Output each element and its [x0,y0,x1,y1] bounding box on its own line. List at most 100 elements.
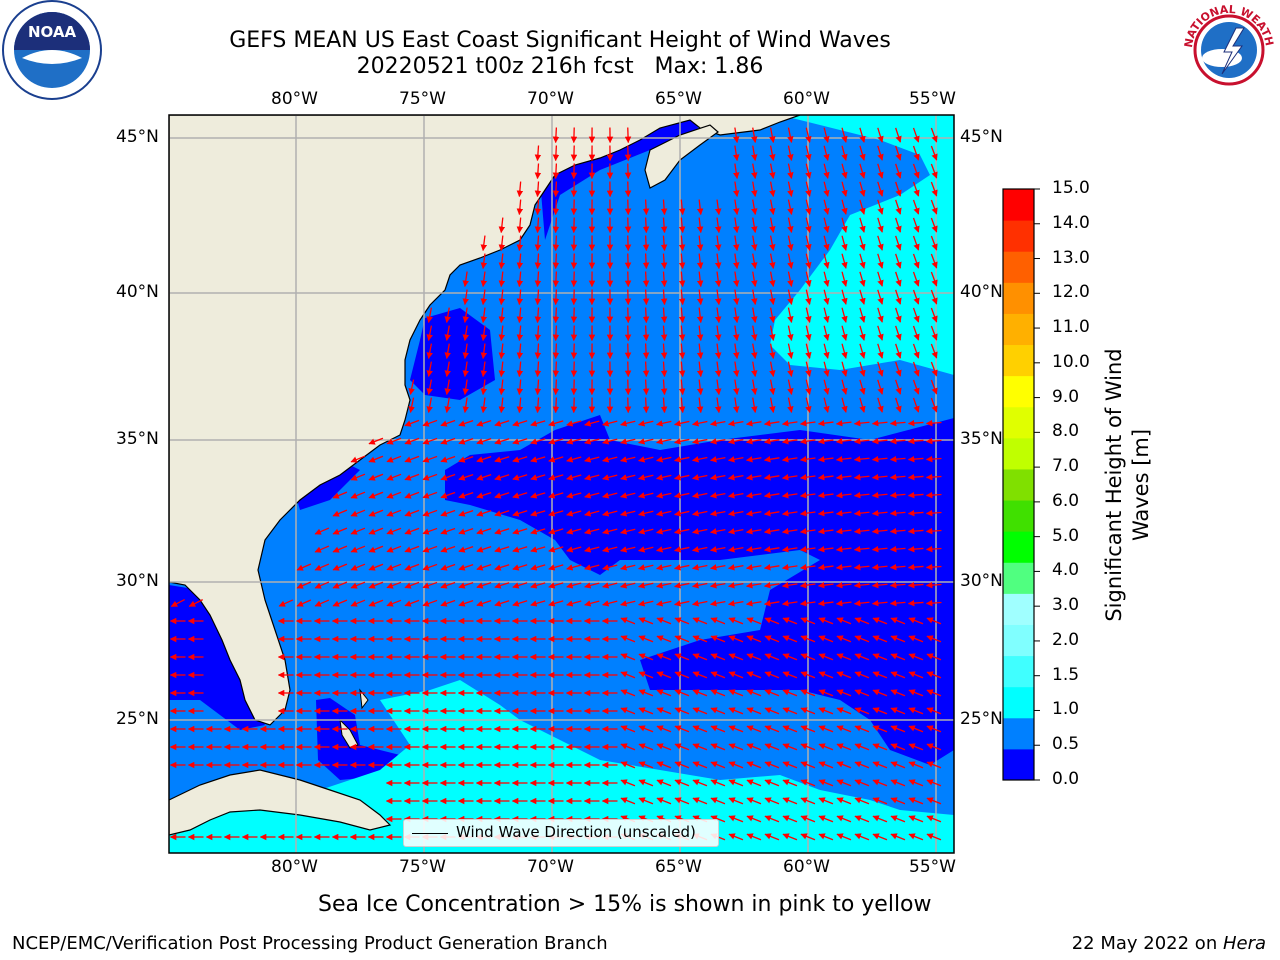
wave-direction-arrow [859,289,866,305]
wave-direction-arrow [170,598,185,608]
wave-direction-arrow [727,456,744,463]
wave-direction-arrow [709,528,726,535]
colorbar-segment [1003,593,1034,625]
wave-direction-arrow [890,707,906,715]
wave-direction-arrow [782,743,798,751]
wave-direction-arrow [696,379,704,396]
wave-direction-arrow [854,815,870,823]
wave-direction-arrow [534,199,542,216]
colorbar-tick-label: 2.0 [1052,629,1080,650]
wave-direction-arrow [709,600,726,607]
wave-direction-arrow [696,325,704,342]
wave-direction-arrow [781,474,798,481]
wave-direction-arrow [787,343,794,359]
wave-direction-arrow [823,145,830,161]
wave-direction-arrow [930,289,938,305]
wave-direction-arrow [314,581,330,589]
wave-direction-arrow [782,671,798,679]
lat-label-right-25n: 25°N [960,709,1003,729]
wave-direction-arrow [727,600,744,607]
colorbar-tick-label: 13.0 [1052,247,1090,268]
wave-direction-arrow [890,743,906,751]
wave-direction-arrow [787,217,794,233]
wave-direction-arrow [841,379,848,395]
wave-direction-arrow [660,397,668,414]
wave-direction-arrow [602,420,618,427]
wave-direction-arrow [805,217,812,233]
wave-direction-arrow [787,361,794,377]
wave-direction-arrow [462,325,469,342]
wave-direction-arrow [498,397,506,414]
wave-direction-arrow [709,582,726,589]
wave-direction-arrow [692,546,708,553]
wave-direction-arrow [877,325,884,341]
wave-direction-arrow [709,564,726,571]
wave-direction-arrow [889,437,906,445]
wave-direction-arrow [710,653,726,661]
wave-direction-arrow [877,397,884,413]
wave-direction-arrow [818,617,834,625]
wave-direction-arrow [854,725,870,733]
wave-direction-arrow [859,145,866,161]
wave-direction-arrow [733,379,740,396]
wave-direction-arrow [660,325,668,342]
wave-direction-arrow [674,546,690,553]
wave-direction-arrow [638,582,654,589]
wave-direction-arrow [877,379,884,395]
wave-direction-arrow [444,397,451,414]
wave-direction-arrow [805,325,812,341]
wave-direction-arrow [823,397,830,413]
wave-direction-arrow [908,617,924,625]
wave-direction-arrow [678,235,686,252]
wave-direction-arrow [584,528,600,535]
wave-direction-arrow [674,797,690,805]
wave-direction-arrow [782,707,798,715]
wave-direction-arrow [728,617,744,625]
wave-direction-arrow [386,437,402,445]
wave-direction-arrow [678,307,686,324]
wave-direction-arrow [746,671,762,679]
wave-direction-arrow [674,582,690,589]
colorbar-tick-label: 5.0 [1052,525,1080,546]
wave-direction-arrow [656,617,672,625]
wave-direction-arrow [494,438,510,445]
wave-direction-arrow [925,563,942,571]
lat-label-left-40n: 40°N [116,282,159,302]
wave-direction-arrow [763,420,780,427]
wave-direction-arrow [782,833,798,841]
wave-direction-arrow [674,707,690,715]
wave-direction-arrow [823,289,830,305]
wave-direction-arrow [763,564,780,571]
wave-direction-arrow [534,361,542,378]
wave-direction-arrow [926,779,942,787]
wave-direction-arrow [823,379,830,395]
wave-direction-arrow [800,617,816,625]
wave-direction-arrow [782,617,798,625]
wave-direction-arrow [871,581,888,589]
wave-direction-arrow [763,456,780,463]
wave-direction-arrow [692,492,708,499]
wave-direction-arrow [584,456,600,463]
wave-direction-arrow [926,815,942,823]
wave-direction-arrow [800,797,816,805]
lon-label-bottom-80w: 80°W [271,857,318,877]
wave-direction-arrow [530,582,546,589]
wave-direction-arrow [872,689,888,697]
wave-direction-arrow [530,420,546,427]
wave-direction-arrow [733,397,740,414]
wave-direction-arrow [763,528,780,535]
wave-direction-arrow [872,671,888,679]
wave-direction-arrow [516,307,524,324]
wave-direction-arrow [548,438,564,445]
wave-direction-arrow [907,437,924,445]
wave-direction-arrow [745,564,762,571]
low-wave-region-central [445,415,954,765]
wave-direction-arrow [733,127,740,144]
wave-direction-arrow [642,289,650,306]
lon-label-bottom-55w: 55°W [909,857,956,877]
wave-direction-arrow [656,779,672,787]
wave-direction-arrow [404,455,420,463]
wave-direction-arrow [660,379,668,396]
wave-direction-arrow [859,379,866,395]
wave-direction-arrow [859,235,866,251]
